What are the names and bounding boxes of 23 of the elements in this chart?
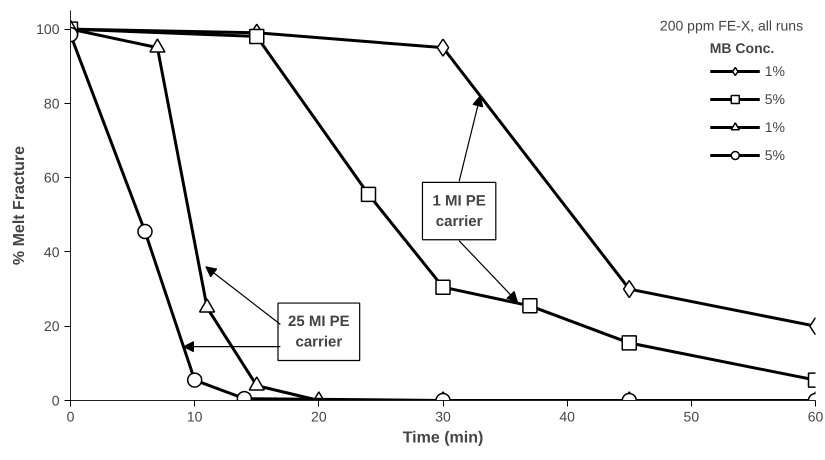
x-tick-label: 40	[559, 408, 576, 424]
y-tick-label: 80	[44, 95, 60, 112]
y-tick-label: 100	[36, 21, 60, 38]
y-tick-label: 20	[44, 318, 60, 334]
x-tick-label: 60	[808, 408, 824, 424]
y-tick-label: 0	[52, 392, 60, 408]
annotation: 1 MI PE carrier	[432, 192, 486, 230]
legend-label: 1%	[764, 119, 785, 135]
legend-label: 5%	[764, 147, 785, 163]
annotation: 25 MI PE carrier	[288, 313, 350, 350]
x-tick-label: 30	[435, 408, 451, 424]
legend-label: 1%	[764, 63, 785, 79]
y-tick-label: 40	[44, 244, 60, 260]
x-tick-label: 20	[311, 408, 327, 424]
legend-label: 5%	[764, 91, 785, 107]
x-tick-label: 0	[66, 408, 75, 424]
legend-title: MB Conc.	[710, 40, 776, 56]
x-axis-title: Time (min)	[402, 430, 484, 446]
y-tick-label: 60	[44, 170, 60, 186]
x-tick-label: 50	[684, 408, 700, 424]
annotation: 200 ppm FE-X, all runs	[660, 17, 804, 34]
y-axis-title: % Melt Fracture	[11, 146, 28, 266]
x-tick-label: 10	[186, 408, 203, 424]
